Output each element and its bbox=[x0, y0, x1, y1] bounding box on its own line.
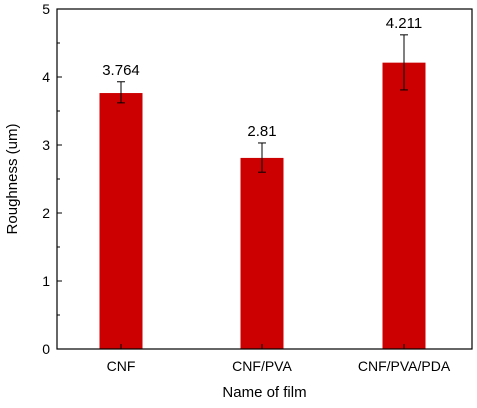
error-bars-layer bbox=[117, 34, 408, 173]
x-tick-label-0: CNF bbox=[107, 358, 136, 374]
bar-1 bbox=[240, 157, 284, 349]
y-axis-title: Roughness (um) bbox=[4, 124, 21, 235]
x-axis-title: Name of film bbox=[222, 384, 306, 401]
data-label-1: 2.81 bbox=[247, 123, 276, 140]
y-tick-label-2: 2 bbox=[42, 205, 50, 221]
x-tick-label-2: CNF/PVA/PDA bbox=[358, 358, 451, 374]
data-labels-layer: 3.764 2.81 4.211 bbox=[102, 15, 422, 140]
error-bar-0 bbox=[117, 81, 125, 104]
x-axis: CNF CNF/PVA CNF/PVA/PDA bbox=[107, 344, 451, 374]
y-axis: 0 1 2 3 4 5 bbox=[42, 1, 62, 357]
y-tick-label-3: 3 bbox=[42, 137, 50, 153]
y-tick-label-5: 5 bbox=[42, 1, 50, 17]
error-bar-2 bbox=[400, 34, 408, 91]
y-tick-label-0: 0 bbox=[42, 341, 50, 357]
error-bar-1 bbox=[258, 142, 266, 173]
data-label-0: 3.764 bbox=[102, 62, 140, 79]
data-label-2: 4.211 bbox=[386, 15, 422, 32]
bar-0 bbox=[99, 93, 143, 349]
bars-layer bbox=[99, 62, 426, 349]
y-tick-label-1: 1 bbox=[42, 273, 50, 289]
y-tick-label-4: 4 bbox=[42, 69, 50, 85]
x-tick-label-1: CNF/PVA bbox=[232, 358, 292, 374]
bar-2 bbox=[382, 62, 426, 349]
